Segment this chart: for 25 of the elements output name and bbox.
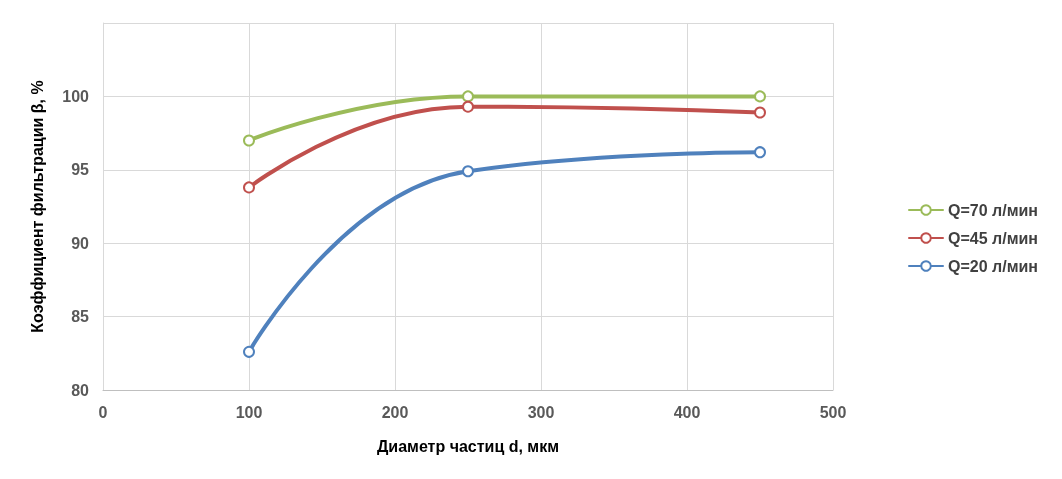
point bbox=[462, 90, 474, 103]
legend-label: Q=45 л/мин bbox=[948, 229, 1039, 247]
x-tick-label: 0 bbox=[98, 403, 108, 421]
point bbox=[243, 181, 255, 194]
x-tick-label: 500 bbox=[819, 403, 847, 421]
y-tick-label: 80 bbox=[71, 381, 90, 399]
x-tick-label: 300 bbox=[527, 403, 555, 421]
point bbox=[754, 146, 766, 159]
x-tick-label: 400 bbox=[673, 403, 701, 421]
legend-label: Q=70 л/мин bbox=[948, 201, 1039, 219]
x-tick-label: 100 bbox=[235, 403, 263, 421]
y-tick-label: 100 bbox=[62, 87, 90, 105]
legend-label: Q=20 л/мин bbox=[948, 257, 1039, 275]
x-axis-title: Диаметр частиц d, мкм bbox=[376, 437, 560, 455]
y-tick-label: 85 bbox=[71, 308, 90, 326]
point bbox=[243, 134, 255, 147]
point bbox=[462, 165, 474, 178]
point bbox=[243, 345, 255, 358]
y-tick-label: 90 bbox=[71, 234, 90, 252]
y-tick-label: 95 bbox=[71, 161, 90, 179]
y-axis-title: Коэффициент фильтрации β, % bbox=[28, 80, 46, 333]
point bbox=[754, 90, 766, 103]
x-tick-label: 200 bbox=[381, 403, 409, 421]
point bbox=[462, 100, 474, 113]
point bbox=[754, 106, 766, 119]
